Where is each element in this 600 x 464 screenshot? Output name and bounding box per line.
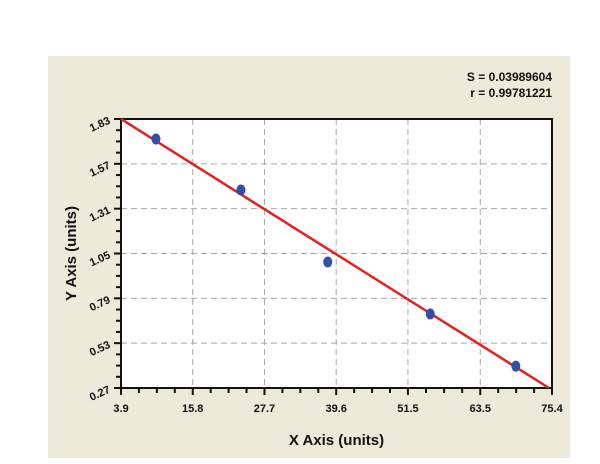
y-tick-label: 1.57: [88, 160, 112, 180]
x-tick-label: 51.5: [397, 403, 418, 415]
x-tick-label: 3.9: [113, 403, 128, 415]
data-point: [151, 133, 161, 145]
fit-line: [120, 117, 550, 390]
s-statistic: S = 0.03989604: [466, 70, 552, 84]
x-tick-label: 63.5: [470, 403, 491, 415]
x-tick-label: 75.4: [541, 403, 563, 415]
data-point: [236, 184, 246, 196]
y-tick-label: 0.53: [88, 339, 112, 359]
x-axis-title: X Axis (units): [289, 432, 384, 449]
x-tick-label: 39.6: [325, 403, 346, 415]
y-tick-label: 1.83: [88, 115, 112, 135]
y-tick-label: 1.05: [88, 249, 112, 269]
y-tick-label: 0.27: [88, 384, 112, 404]
x-tick-label: 27.7: [254, 403, 275, 415]
r-statistic: r = 0.99781221: [470, 86, 552, 100]
data-point: [323, 256, 333, 268]
data-point: [511, 360, 521, 372]
x-tick-label: 15.8: [182, 403, 203, 415]
y-tick-label: 0.79: [88, 294, 112, 314]
fit-statistics: S = 0.03989604 r = 0.99781221: [467, 69, 552, 101]
data-point: [425, 308, 435, 320]
y-tick-label: 1.31: [88, 205, 112, 225]
y-axis-title: Y Axis (units): [63, 206, 80, 301]
